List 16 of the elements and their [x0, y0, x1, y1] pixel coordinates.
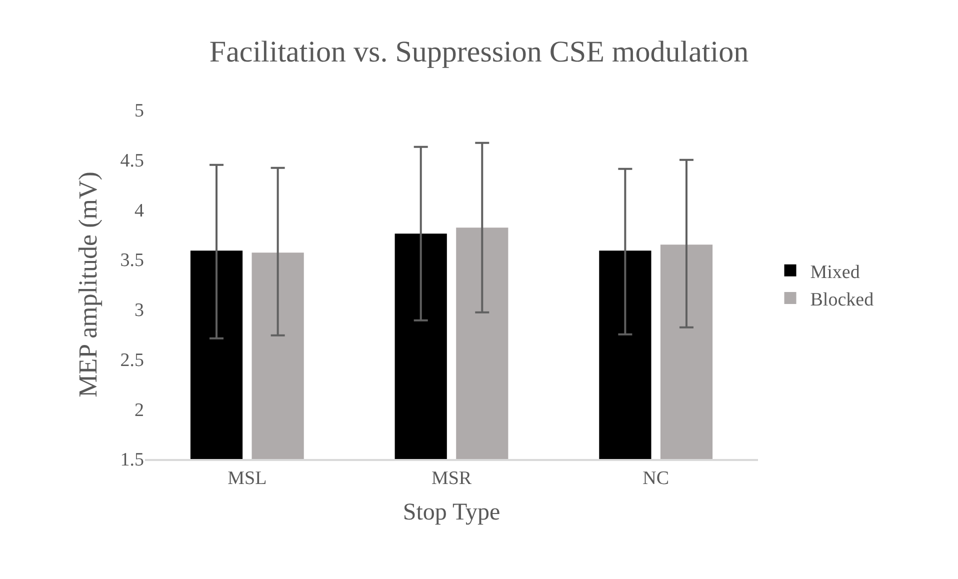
y-tick-label: 3: [134, 300, 144, 322]
y-axis-title: MEP amplitude (mV): [74, 172, 103, 398]
y-tick-label: 2: [134, 400, 144, 421]
y-tick-label: 4: [134, 200, 144, 222]
x-tick-label: MSR: [431, 468, 472, 489]
legend-label: Blocked: [810, 289, 874, 310]
legend-label: Mixed: [810, 262, 860, 283]
x-tick-label: NC: [642, 468, 670, 489]
y-tick-label: 1.5: [120, 450, 144, 471]
y-tick-label: 4.5: [120, 150, 144, 172]
chart-title: Facilitation vs. Suppression CSE modulation: [209, 36, 749, 69]
y-tick-label: 2.5: [120, 350, 144, 371]
x-tick-label: MSL: [228, 468, 267, 489]
y-tick-label: 3.5: [120, 250, 144, 272]
y-tick-label: 5: [134, 100, 144, 122]
x-axis-title: Stop Type: [402, 500, 500, 526]
